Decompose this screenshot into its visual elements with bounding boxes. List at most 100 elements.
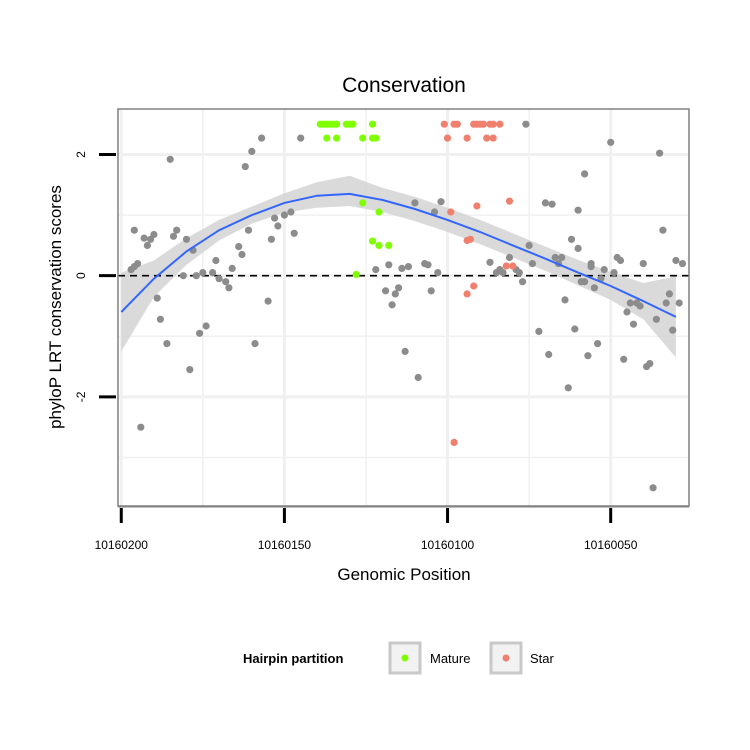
- data-point-other: [290, 229, 298, 237]
- data-point-mature: [368, 120, 377, 128]
- data-point-other: [280, 211, 288, 219]
- data-point-other: [199, 269, 207, 277]
- data-point-other: [581, 170, 589, 178]
- data-point-other: [551, 253, 559, 262]
- legend-title: Hairpin partition: [243, 651, 343, 666]
- data-point-other: [150, 230, 158, 239]
- data-point-mature: [359, 199, 367, 207]
- data-point-other: [427, 287, 435, 295]
- data-point-other: [669, 326, 677, 334]
- data-point-star: [450, 438, 458, 446]
- data-point-other: [182, 235, 191, 243]
- data-point-other: [401, 347, 409, 355]
- x-tick-label: 10160200: [95, 538, 149, 552]
- data-point-other: [169, 232, 178, 240]
- data-point-other: [127, 266, 135, 274]
- data-point-other: [610, 269, 618, 277]
- data-point-other: [652, 315, 661, 323]
- y-tick-label: -2: [74, 391, 88, 402]
- data-point-other: [264, 297, 272, 305]
- data-point-other: [548, 200, 556, 208]
- panel-border: [117, 108, 690, 507]
- smooth-line: [120, 192, 677, 318]
- data-point-other: [545, 350, 553, 359]
- data-point-other: [656, 149, 664, 157]
- data-point-other: [499, 269, 507, 277]
- data-point-other: [535, 327, 543, 335]
- legend-label-mature: Mature: [430, 651, 470, 666]
- data-point-star: [453, 120, 461, 128]
- x-axis: 10160200 10160150 10160100 10160050: [95, 506, 689, 552]
- data-point-other: [541, 199, 550, 207]
- panel-background: [118, 109, 689, 506]
- legend-label-star: Star: [530, 651, 555, 666]
- data-point-other: [192, 272, 200, 280]
- data-point-other: [202, 322, 210, 330]
- data-point-other: [156, 315, 164, 323]
- data-point-other: [414, 373, 422, 382]
- data-point-other: [271, 214, 279, 222]
- series-star: [440, 120, 517, 446]
- data-point-other: [209, 269, 217, 277]
- data-point-other: [382, 287, 390, 295]
- data-point-other: [515, 269, 523, 277]
- x-axis-title: Genomic Position: [337, 565, 470, 584]
- data-point-other: [574, 244, 582, 252]
- data-point-mature: [375, 241, 383, 249]
- data-point-other: [564, 384, 572, 392]
- data-point-star: [505, 197, 514, 205]
- data-point-star: [470, 282, 478, 290]
- data-point-mature: [372, 134, 380, 142]
- data-point-other: [525, 241, 533, 249]
- data-point-other: [241, 163, 249, 171]
- data-point-other: [130, 226, 138, 234]
- data-point-other: [486, 258, 494, 266]
- data-point-other: [274, 222, 282, 230]
- data-point-other: [567, 235, 576, 243]
- data-point-other: [388, 301, 396, 309]
- data-point-other: [434, 269, 442, 277]
- data-point-star: [502, 262, 510, 270]
- legend-star-swatch: [502, 654, 510, 662]
- data-point-other: [372, 266, 380, 274]
- data-point-other: [649, 484, 657, 492]
- y-tick-label: 0: [74, 272, 88, 279]
- legend-mature-swatch: [401, 654, 409, 662]
- data-point-other: [258, 134, 266, 142]
- data-point-other: [248, 147, 256, 155]
- data-point-star: [496, 120, 504, 128]
- data-point-mature: [359, 134, 367, 142]
- data-point-other: [577, 278, 585, 286]
- data-point-other: [561, 296, 569, 304]
- data-point-other: [166, 155, 174, 163]
- data-point-other: [143, 241, 151, 249]
- data-point-other: [179, 272, 187, 280]
- data-point-star: [489, 134, 497, 142]
- data-point-other: [528, 260, 537, 268]
- y-axis: 2 0 -2: [74, 151, 116, 402]
- data-point-other: [186, 366, 194, 374]
- data-point-other: [287, 208, 295, 216]
- data-point-other: [153, 294, 161, 302]
- data-point-other: [636, 302, 644, 310]
- data-point-other: [646, 360, 654, 368]
- data-point-other: [238, 250, 246, 259]
- data-point-other: [594, 340, 602, 348]
- data-point-other: [626, 299, 634, 307]
- data-point-star: [447, 208, 455, 216]
- data-point-star: [463, 290, 471, 298]
- series-other: [127, 120, 687, 492]
- data-point-other: [672, 256, 680, 265]
- data-point-other: [395, 284, 403, 292]
- legend: Hairpin partition Mature Star: [243, 641, 555, 675]
- data-point-other: [225, 284, 233, 292]
- data-point-other: [267, 235, 275, 243]
- data-point-other: [228, 264, 236, 272]
- data-point-other: [137, 423, 145, 431]
- x-tick-label: 10160150: [258, 538, 312, 552]
- chart-title: Conservation: [342, 74, 466, 97]
- x-tick-label: 10160100: [421, 538, 475, 552]
- data-point-other: [662, 299, 670, 307]
- data-point-other: [519, 278, 527, 286]
